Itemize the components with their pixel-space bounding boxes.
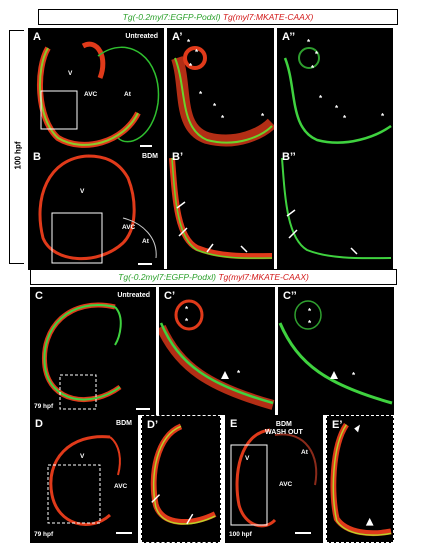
star-marker: * bbox=[213, 102, 217, 111]
panel-D-label: D bbox=[35, 418, 43, 430]
panel-C2: C’’ * * * bbox=[278, 287, 394, 415]
panel-A2-label: A’’ bbox=[282, 31, 296, 43]
panel-D-v: V bbox=[80, 453, 85, 460]
panel-E: E BDM WASH OUT V AVC At 100 hpf bbox=[225, 415, 323, 543]
panel-C-condition: Untreated bbox=[117, 292, 150, 299]
star-marker: * bbox=[381, 112, 385, 121]
star-marker: * bbox=[261, 112, 265, 121]
panel-A-avc: AVC bbox=[84, 91, 98, 98]
panel-A1: A’ * * * * * * * bbox=[167, 28, 274, 155]
panel-D1: D’ bbox=[141, 415, 221, 543]
panel-D-time: 79 hpf bbox=[34, 531, 54, 538]
star-marker: * bbox=[237, 369, 241, 378]
star-marker: * bbox=[221, 114, 225, 123]
panel-B: B BDM V AVC At bbox=[28, 148, 164, 270]
panel-A2: A’’ * * * * * * * bbox=[277, 28, 393, 155]
star-marker: * bbox=[187, 38, 191, 47]
star-marker: * bbox=[311, 64, 315, 73]
panel-D: D BDM V AVC 79 hpf bbox=[30, 415, 138, 543]
panel-A-label: A bbox=[33, 31, 41, 43]
panel-A: A Untreated V AVC At bbox=[28, 28, 164, 155]
panel-C: C Untreated 79 hpf bbox=[30, 287, 156, 415]
star-marker: * bbox=[185, 317, 189, 326]
header-green-label: Tg(-0.2myl7:EGFP-Podxl) bbox=[122, 12, 221, 22]
panel-C-label: C bbox=[35, 290, 43, 302]
panel-C1-label: C’ bbox=[164, 290, 175, 302]
panel-D-condition: BDM bbox=[116, 420, 132, 427]
panel-E-v: V bbox=[245, 455, 250, 462]
panel-A-at: At bbox=[124, 91, 131, 98]
star-marker: * bbox=[343, 114, 347, 123]
panel-E1-label: E’ bbox=[332, 419, 343, 431]
panel-B-condition: BDM bbox=[142, 153, 158, 160]
panel-D-avc: AVC bbox=[114, 483, 128, 490]
header-red-label: Tg(myl7:MKATE-CAAX) bbox=[222, 12, 314, 22]
star-marker: * bbox=[199, 90, 203, 99]
star-marker: * bbox=[352, 371, 356, 380]
panel-B-v: V bbox=[80, 188, 85, 195]
panel-B2-label: B’’ bbox=[282, 151, 296, 163]
panel-A-condition: Untreated bbox=[125, 33, 158, 40]
panel-B2: B’’ bbox=[277, 148, 393, 270]
star-marker: * bbox=[308, 319, 312, 328]
star-marker: * bbox=[315, 50, 319, 59]
star-marker: * bbox=[195, 48, 199, 57]
panel-A-v: V bbox=[68, 70, 73, 77]
header-green-label: Tg(-0.2myl7:EGFP-Podxl) bbox=[118, 272, 216, 282]
panel-C1: C’ * * * bbox=[159, 287, 275, 415]
panel-A1-label: A’ bbox=[172, 31, 183, 43]
panel-B-at: At bbox=[142, 238, 149, 245]
panel-B1: B’ bbox=[167, 148, 274, 270]
header-transgenes-top: Tg(-0.2myl7:EGFP-Podxl) Tg(myl7:MKATE-CA… bbox=[38, 9, 398, 25]
panel-B1-label: B’ bbox=[172, 151, 183, 163]
star-marker: * bbox=[307, 38, 311, 47]
panel-E-avc: AVC bbox=[279, 481, 293, 488]
panel-E-label: E bbox=[230, 418, 238, 430]
star-marker: * bbox=[335, 104, 339, 113]
panel-E-time: 100 hpf bbox=[229, 531, 252, 538]
star-marker: * bbox=[185, 305, 189, 314]
star-marker: * bbox=[308, 307, 312, 316]
header-red-label: Tg(myl7:MKATE-CAAX) bbox=[218, 272, 309, 282]
panel-D1-label: D’ bbox=[147, 419, 158, 431]
header-transgenes-bottom: Tg(-0.2myl7:EGFP-Podxl) Tg(myl7:MKATE-CA… bbox=[30, 269, 397, 285]
panel-E1: E’ bbox=[326, 415, 394, 543]
side-time-label: 100 hpf bbox=[13, 141, 23, 170]
panel-E-condition: BDM WASH OUT bbox=[265, 421, 303, 436]
panel-E-at: At bbox=[301, 449, 308, 456]
panel-C2-label: C’’ bbox=[283, 290, 297, 302]
star-marker: * bbox=[189, 62, 193, 71]
panel-B-label: B bbox=[33, 151, 41, 163]
panel-C-time: 79 hpf bbox=[34, 403, 54, 410]
star-marker: * bbox=[319, 94, 323, 103]
side-bracket: 100 hpf bbox=[9, 30, 24, 264]
panel-B-avc: AVC bbox=[122, 224, 136, 231]
